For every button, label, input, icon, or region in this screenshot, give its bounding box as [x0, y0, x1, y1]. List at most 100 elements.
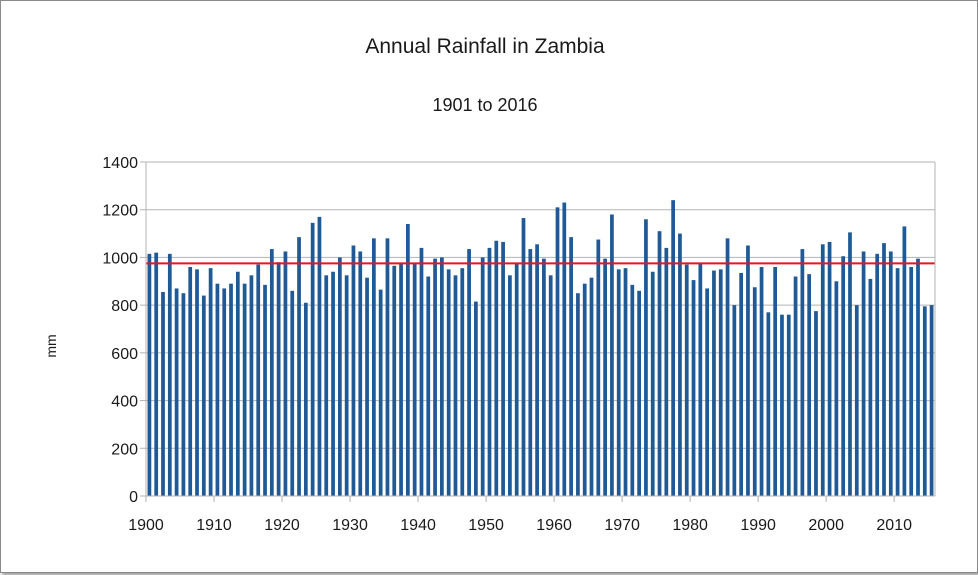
y-tick-labels: 0 200 400 600 800 1000 1200 1400 — [102, 155, 138, 506]
bar — [637, 290, 641, 496]
bar — [922, 306, 927, 496]
bar — [419, 247, 424, 496]
x-tick-label: 1980 — [672, 517, 708, 534]
bar — [848, 232, 852, 496]
bar — [154, 252, 159, 496]
bar — [508, 275, 512, 496]
bar — [678, 233, 682, 497]
bar — [841, 256, 846, 496]
bar — [644, 219, 648, 496]
bar — [344, 275, 349, 496]
bar — [385, 238, 390, 497]
bar — [650, 271, 655, 496]
x-tick-labels: 1900 1910 1920 1930 1940 1950 1960 1970 1980 1990… — [128, 517, 912, 534]
bar — [535, 244, 539, 496]
bar — [263, 284, 267, 496]
bar — [521, 218, 526, 497]
bar — [610, 214, 614, 496]
bar — [290, 290, 295, 496]
bar — [378, 289, 383, 496]
chart-subtitle: 1901 to 2016 — [432, 95, 537, 115]
bar — [888, 251, 893, 496]
x-tick-label: 2000 — [808, 517, 844, 534]
bar — [657, 231, 662, 496]
y-tick-label: 200 — [111, 441, 138, 458]
bar — [324, 275, 329, 496]
x-tick-label: 1910 — [196, 517, 232, 534]
x-tick-label: 1930 — [332, 517, 368, 534]
bar — [440, 257, 444, 496]
bar — [664, 247, 669, 496]
bar — [684, 264, 689, 496]
y-tick-label: 1200 — [102, 203, 138, 220]
bar — [405, 224, 410, 496]
bar — [861, 251, 866, 496]
bar — [827, 241, 832, 496]
bar — [460, 268, 465, 496]
bar — [671, 200, 676, 496]
bar — [759, 266, 764, 496]
bar — [412, 263, 417, 496]
bar — [283, 251, 288, 496]
bar — [317, 216, 322, 496]
y-tick-label: 400 — [111, 394, 138, 411]
bar — [630, 284, 635, 496]
x-tick-label: 1960 — [536, 517, 572, 534]
bar — [446, 269, 451, 496]
bar — [181, 293, 186, 496]
bar — [929, 305, 934, 496]
bar — [589, 277, 594, 496]
bar — [195, 269, 199, 496]
bar — [371, 238, 376, 497]
bar — [814, 311, 818, 496]
y-tick-label: 1400 — [102, 155, 138, 172]
y-tick-label: 600 — [111, 346, 138, 363]
bar — [800, 249, 805, 496]
bar — [718, 269, 723, 496]
bar — [882, 243, 886, 496]
x-tick-label: 1990 — [740, 517, 776, 534]
bar — [331, 271, 335, 496]
bar — [739, 272, 744, 496]
bar — [188, 266, 193, 496]
bar — [161, 292, 165, 496]
bar — [174, 288, 179, 496]
x-tick-label: 2010 — [876, 517, 912, 534]
bar — [569, 237, 573, 496]
bar — [215, 283, 220, 496]
bar — [365, 277, 369, 496]
bar — [480, 257, 485, 496]
bar — [786, 314, 791, 496]
bar — [875, 253, 880, 496]
bar — [766, 312, 771, 496]
bar — [433, 258, 437, 496]
bar — [242, 283, 247, 496]
bar — [895, 268, 900, 496]
bar — [147, 253, 152, 496]
bar — [392, 265, 397, 496]
bar — [167, 253, 172, 496]
y-tick-label: 0 — [129, 489, 138, 506]
bar — [752, 287, 757, 496]
bar — [746, 245, 750, 496]
bar — [868, 278, 873, 496]
bar — [582, 283, 587, 496]
bar — [514, 263, 519, 496]
bar — [222, 288, 227, 496]
bar — [235, 271, 240, 496]
bar — [712, 270, 716, 496]
bar — [807, 274, 812, 496]
bar — [358, 251, 363, 496]
x-tick-label: 1950 — [468, 517, 504, 534]
bar — [820, 244, 825, 496]
bar — [399, 263, 403, 496]
bar — [691, 280, 696, 496]
bar — [603, 258, 607, 496]
bar — [793, 276, 798, 496]
bar — [208, 268, 213, 496]
bar — [854, 305, 859, 496]
bar — [297, 237, 301, 496]
x-tick-label: 1970 — [604, 517, 640, 534]
bar — [773, 266, 778, 496]
